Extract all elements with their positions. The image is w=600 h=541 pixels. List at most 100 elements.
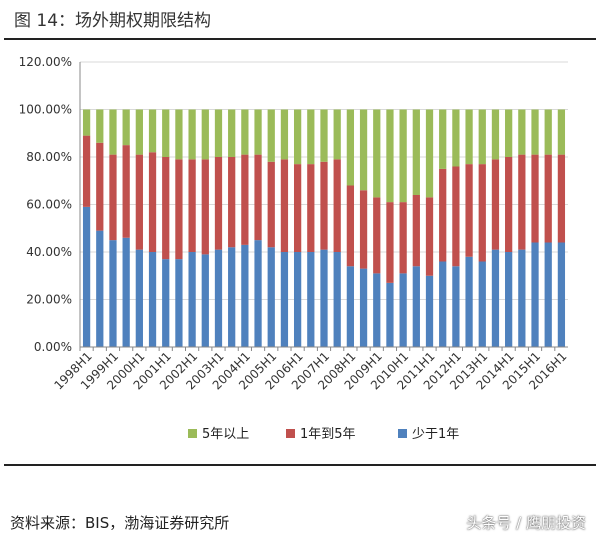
bar-segment-mid: [518, 154, 526, 250]
bar-segment-mid: [135, 154, 143, 250]
bar-segment-mid: [465, 164, 473, 257]
y-tick-label: 20.00%: [26, 293, 72, 307]
bar-segment-short: [386, 282, 394, 347]
bar-segment-short: [267, 247, 275, 347]
bar-segment-mid: [320, 161, 328, 250]
bar-segment-mid: [175, 159, 183, 260]
bar-segment-short: [333, 252, 341, 347]
y-tick-label: 120.00%: [19, 55, 72, 69]
bar-segment-long: [465, 109, 473, 165]
bar-segment-mid: [491, 159, 500, 250]
legend-label: 5年以上: [202, 427, 249, 442]
bar-segment-mid: [399, 202, 407, 274]
bar-segment-short: [373, 273, 381, 347]
bar-segment-long: [162, 109, 170, 157]
bar-segment-long: [82, 109, 91, 136]
bar-segment-short: [280, 252, 289, 347]
bar-segment-mid: [214, 157, 223, 250]
bar-segment-short: [148, 252, 157, 347]
bar-segment-short: [531, 242, 539, 347]
bar-segment-long: [188, 109, 196, 160]
bar-segment-mid: [162, 157, 170, 260]
legend-swatch: [286, 429, 295, 438]
bar-segment-long: [478, 109, 486, 165]
bar-segment-mid: [293, 164, 302, 252]
bar-segment-short: [544, 242, 552, 347]
bar-segment-mid: [96, 142, 104, 231]
bar-segment-mid: [280, 159, 289, 252]
bar-segment-mid: [228, 157, 236, 248]
bar-segment-short: [518, 249, 526, 347]
bar-segment-long: [96, 109, 104, 143]
bar-segment-long: [201, 109, 209, 160]
bar-segment-long: [491, 109, 500, 160]
bar-segment-long: [505, 109, 513, 157]
bar-segment-long: [359, 109, 368, 191]
watermark: 头条号 / 鹰朋投资: [466, 514, 586, 532]
bar-segment-short: [214, 249, 223, 347]
bar-segment-long: [439, 109, 447, 169]
bar-segment-mid: [267, 161, 275, 248]
bar-segment-mid: [478, 164, 486, 262]
bar-segment-mid: [373, 197, 381, 274]
bar-segment-short: [359, 268, 368, 347]
bar-segment-long: [320, 109, 328, 162]
bar-segment-long: [333, 109, 341, 160]
bar-segment-long: [544, 109, 552, 155]
bar-segment-mid: [122, 145, 130, 238]
bar-segment-short: [254, 240, 262, 347]
bar-segment-short: [162, 259, 170, 347]
bar-segment-long: [518, 109, 526, 155]
bar-segment-short: [135, 249, 143, 347]
bar-segment-mid: [544, 154, 552, 243]
bar-segment-long: [373, 109, 381, 198]
bar-segment-mid: [557, 154, 566, 243]
source-note: 资料来源：BIS，渤海证券研究所: [10, 514, 230, 532]
bar-segment-long: [135, 109, 143, 155]
bar-segment-mid: [452, 166, 460, 267]
bar-segment-long: [122, 109, 130, 146]
bar-segment-short: [241, 244, 249, 347]
bar-segment-long: [214, 109, 223, 157]
bar-segment-long: [228, 109, 236, 157]
legend-label: 1年到5年: [300, 427, 356, 442]
bar-segment-short: [465, 256, 473, 347]
bar-segment-short: [122, 237, 130, 347]
bar-segment-short: [82, 206, 91, 347]
bar-segment-long: [241, 109, 249, 155]
y-tick-label: 100.00%: [19, 103, 72, 117]
bar-segment-mid: [241, 154, 249, 245]
bar-segment-short: [478, 261, 486, 347]
y-tick-label: 40.00%: [26, 245, 72, 259]
bar-segment-short: [201, 254, 209, 347]
bottom-rule: [4, 464, 596, 466]
bar-segment-long: [267, 109, 275, 162]
bar-segment-long: [425, 109, 434, 198]
bar-segment-short: [293, 252, 302, 347]
bar-segment-long: [175, 109, 183, 160]
bar-segment-mid: [201, 159, 209, 255]
legend-label: 少于1年: [412, 427, 459, 442]
bar-segment-long: [109, 109, 117, 155]
bar-segment-short: [452, 266, 460, 347]
bar-segment-long: [293, 109, 302, 165]
bar-segment-long: [531, 109, 539, 155]
bar-segment-short: [188, 252, 196, 347]
figure-title: 图 14：场外期权期限结构: [14, 11, 212, 31]
bar-segment-short: [228, 247, 236, 347]
bar-segment-mid: [148, 152, 157, 252]
y-tick-label: 80.00%: [26, 150, 72, 164]
bar-segment-short: [505, 252, 513, 347]
bar-segment-mid: [425, 197, 434, 276]
y-tick-label: 0.00%: [34, 340, 72, 354]
bar-segment-mid: [333, 159, 341, 252]
bar-segment-mid: [254, 154, 262, 241]
bar-segment-short: [412, 266, 420, 347]
bar-segment-mid: [359, 190, 368, 269]
bar-segment-long: [399, 109, 407, 203]
y-tick-label: 60.00%: [26, 198, 72, 212]
bar-segment-mid: [188, 159, 196, 252]
bar-segment-long: [412, 109, 420, 195]
bar-segment-mid: [412, 195, 420, 267]
bar-segment-short: [96, 230, 104, 347]
